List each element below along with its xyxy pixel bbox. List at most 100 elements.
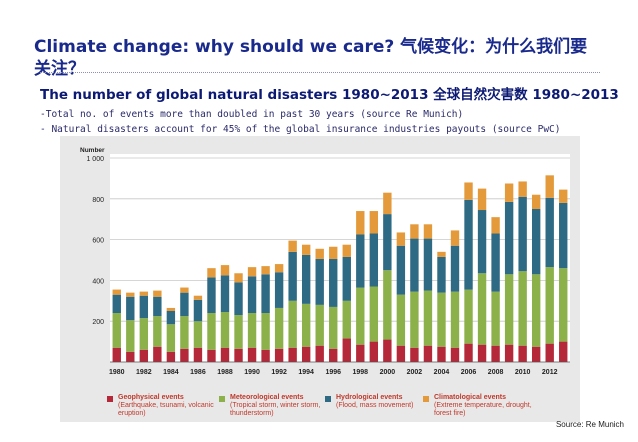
bar-segment [437, 346, 446, 362]
bar-segment [207, 313, 216, 350]
x-tick-label: 2002 [407, 369, 423, 376]
bar-segment [396, 232, 406, 246]
bar-segment [112, 347, 121, 362]
bar-segment [180, 348, 189, 362]
y-axis-label: Number [80, 147, 105, 154]
x-tick-label: 2004 [434, 369, 450, 376]
bar-segment [356, 287, 365, 345]
bar-segment [112, 313, 121, 348]
x-tick-label: 2012 [542, 369, 558, 376]
bar-segment [464, 343, 473, 362]
y-tick-label: 600 [92, 238, 104, 245]
x-tick-label: 1998 [353, 369, 369, 376]
bar-segment [261, 266, 270, 275]
chart-legend: Geophysical events (Earthquake, tsunami,… [107, 394, 577, 424]
title-divider [40, 72, 600, 73]
bar-segment [410, 238, 419, 292]
bar-segment [410, 224, 419, 239]
bar-segment [274, 264, 284, 273]
slide-title: Climate change: why should we care? 气候变化… [34, 37, 588, 79]
x-tick-label: 2008 [488, 369, 504, 376]
bar-segment [450, 245, 460, 292]
bar-segment [166, 324, 176, 352]
bar-segment [274, 307, 284, 349]
bar-segment [504, 344, 514, 362]
bar-segment [153, 316, 162, 347]
bar-segment [166, 351, 176, 362]
legend-desc: (Extreme temperature, drought, forest fi… [434, 402, 532, 417]
x-tick-label: 2006 [461, 369, 477, 376]
bar-segment [261, 274, 270, 314]
bar-segment [153, 346, 162, 362]
bar-segment [329, 258, 338, 307]
y-tick-label: 800 [92, 197, 104, 204]
x-tick-label: 1986 [190, 369, 206, 376]
y-tick-label: 400 [92, 278, 104, 285]
bar-segment [301, 346, 311, 362]
bar-segment [531, 194, 541, 209]
bar-segment [545, 343, 554, 362]
bar-segment [220, 312, 230, 348]
bar-segment [301, 254, 311, 304]
chart-panel: 200 400 600 800 1 000 Number 1980 1982 1984 1986 1… [60, 136, 580, 422]
bar-segment [247, 347, 257, 362]
bullet-item: - Natural disasters account for 45% of t… [40, 124, 561, 135]
bar-segment [342, 338, 351, 362]
legend-desc: (Tropical storm, winter storm, thunderst… [230, 402, 321, 417]
x-tick-label: 1988 [217, 369, 233, 376]
bar-segment [342, 244, 351, 257]
legend-swatch [219, 396, 225, 402]
bar-segment [396, 294, 406, 346]
bar-segment [193, 299, 203, 322]
x-tick-label: 1996 [325, 369, 341, 376]
bar-segment [369, 233, 379, 287]
bar-segment [126, 351, 135, 362]
bar-segment [545, 175, 554, 198]
x-tick-label: 1980 [109, 369, 125, 376]
bullet-item: -Total no. of events more than doubled i… [40, 109, 464, 120]
bar-segment [234, 273, 243, 283]
bar-segment [423, 290, 433, 346]
bar-segment [559, 202, 568, 269]
bar-segment [504, 201, 514, 275]
x-tick-label: 1990 [244, 369, 260, 376]
x-tick-label: 1994 [298, 369, 314, 376]
bar-segment [329, 348, 338, 362]
bar-segment [274, 272, 284, 308]
bar-segment [261, 313, 270, 350]
bar-segment [477, 344, 487, 362]
bar-segment [126, 296, 135, 321]
bar-segment [315, 248, 324, 259]
bar-segment [356, 234, 365, 288]
bar-segment [491, 291, 500, 346]
x-tick-label: 1982 [136, 369, 152, 376]
bar-segment [504, 183, 514, 202]
legend-desc: (Flood, mass movement) [336, 402, 414, 409]
bar-segment [315, 258, 324, 305]
bar-segment [166, 311, 176, 325]
bar-segment [301, 303, 311, 347]
legend-desc: (Earthquake, tsunami, volcanic eruption) [118, 402, 214, 417]
bar-segment [220, 265, 230, 276]
legend-label: Climatological events [434, 394, 506, 401]
bar-segment [450, 347, 460, 362]
bar-segment [464, 199, 473, 290]
bar-segment [112, 294, 121, 314]
legend-label: Meteorological events [230, 394, 304, 401]
bar-segment [437, 256, 446, 293]
legend-label: Geophysical events [118, 394, 184, 401]
bar-segment [396, 345, 406, 362]
bar-segment [410, 347, 419, 362]
bar-segment [410, 291, 419, 348]
bar-segment [126, 320, 135, 352]
bar-segment [464, 182, 473, 200]
bar-segment [139, 318, 149, 350]
bar-segment [531, 274, 541, 347]
bar-segment [126, 292, 135, 297]
bar-segment [112, 289, 121, 295]
bar-segment [423, 224, 433, 239]
bar-segment [315, 345, 324, 362]
plot-area [110, 154, 570, 362]
bar-segment [193, 295, 203, 300]
bar-segment [383, 270, 392, 340]
